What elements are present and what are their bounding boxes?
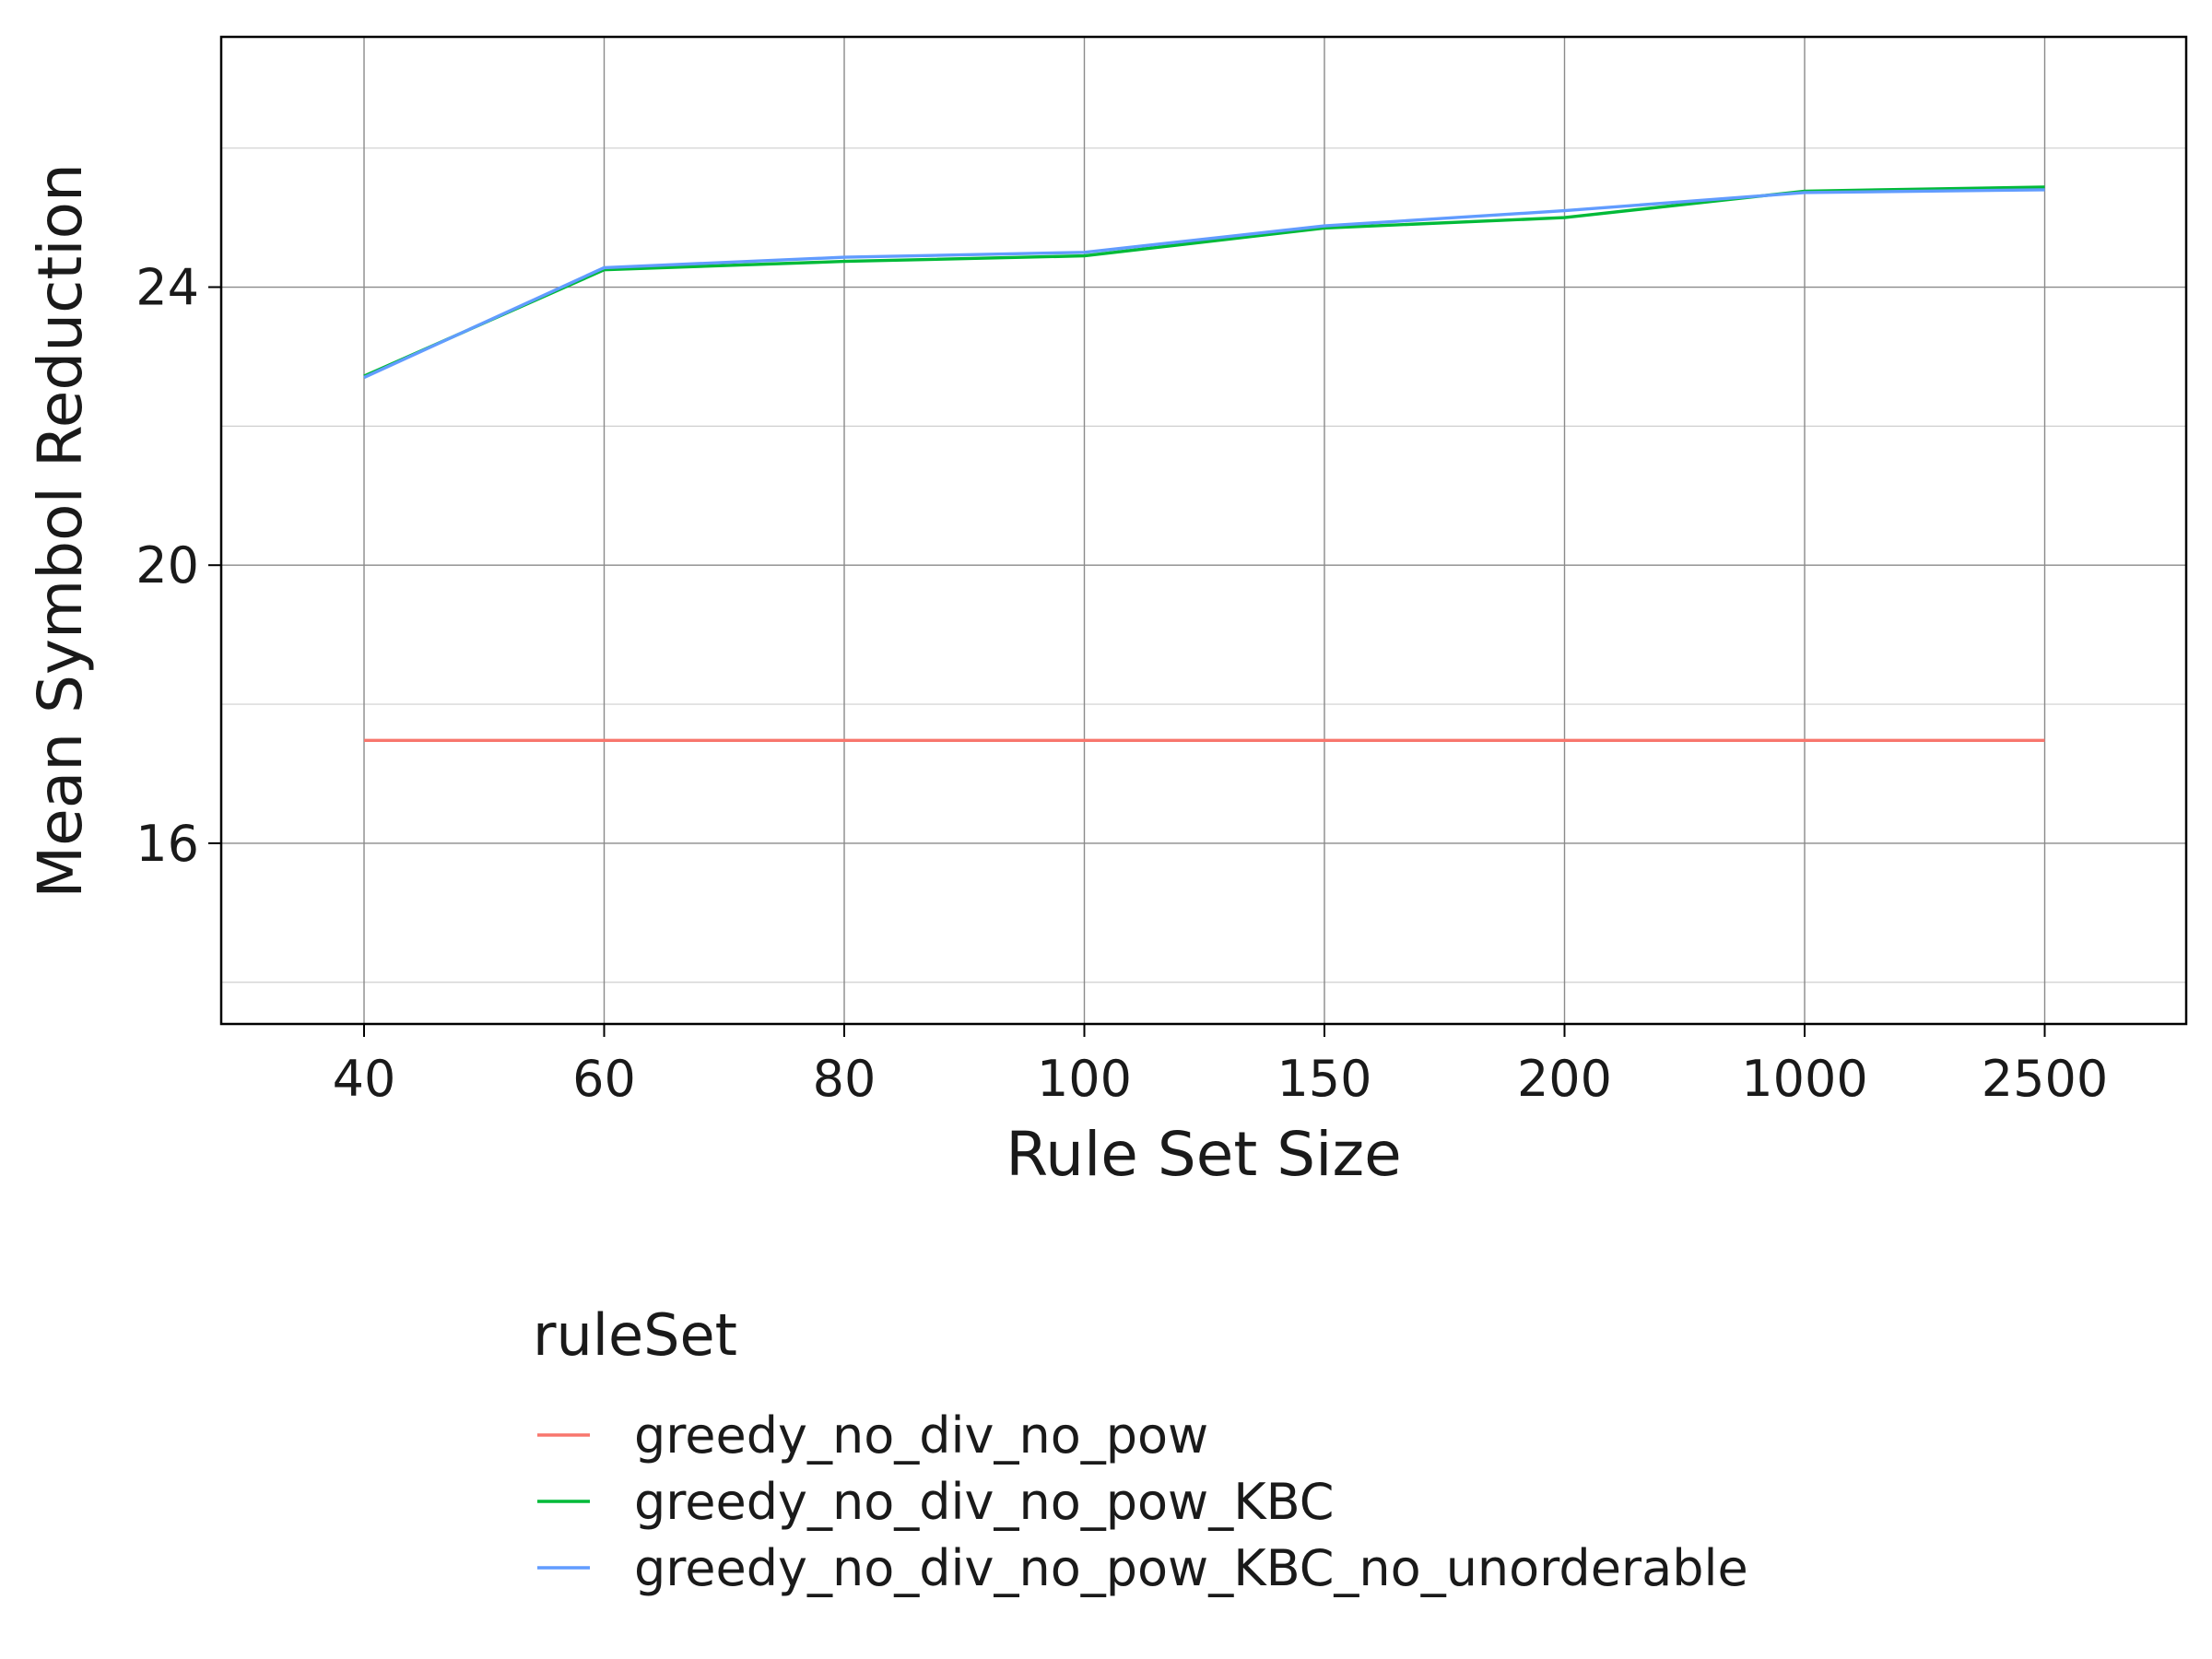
x-tick-label: 80 <box>813 1050 877 1108</box>
y-axis-label: Mean Symbol Reduction <box>25 163 96 899</box>
legend-item: greedy_no_div_no_pow_KBC_no_unorderable <box>537 1539 1748 1597</box>
x-axis-label: Rule Set Size <box>1006 1119 1401 1190</box>
series-line <box>363 188 2045 380</box>
legend-item: greedy_no_div_no_pow <box>537 1406 1208 1465</box>
legend: ruleSet greedy_no_div_no_powgreedy_no_di… <box>533 1301 1748 1597</box>
y-tick-label: 16 <box>135 815 199 873</box>
y-tick-label: 20 <box>135 536 199 594</box>
series-lines <box>363 185 2045 742</box>
legend-item: greedy_no_div_no_pow_KBC <box>537 1473 1334 1531</box>
plot-frame <box>219 35 2188 1026</box>
x-tick-label: 150 <box>1277 1050 1371 1108</box>
legend-title: ruleSet <box>533 1301 737 1369</box>
x-tick-label: 60 <box>572 1050 636 1108</box>
x-tick-label: 40 <box>333 1050 396 1108</box>
x-tick-label: 200 <box>1517 1050 1612 1108</box>
x-tick-label: 100 <box>1037 1050 1132 1108</box>
legend-items: greedy_no_div_no_pow greedy_no_div_no_pow… <box>537 1406 1748 1597</box>
y-tick-label: 24 <box>135 259 199 317</box>
grid <box>221 37 2186 1024</box>
legend-label: greedy_no_div_no_pow <box>634 1406 1208 1465</box>
legend-label: greedy_no_div_no_pow_KBC <box>634 1473 1334 1531</box>
axis-ticks: 40 60 80 100 150 200 1000 2500 16 20 24 <box>135 259 2108 1108</box>
x-tick-label: 2500 <box>1982 1050 2108 1108</box>
x-tick-label: 1000 <box>1741 1050 1867 1108</box>
legend-label: greedy_no_div_no_pow_KBC_no_unorderable <box>634 1539 1748 1597</box>
